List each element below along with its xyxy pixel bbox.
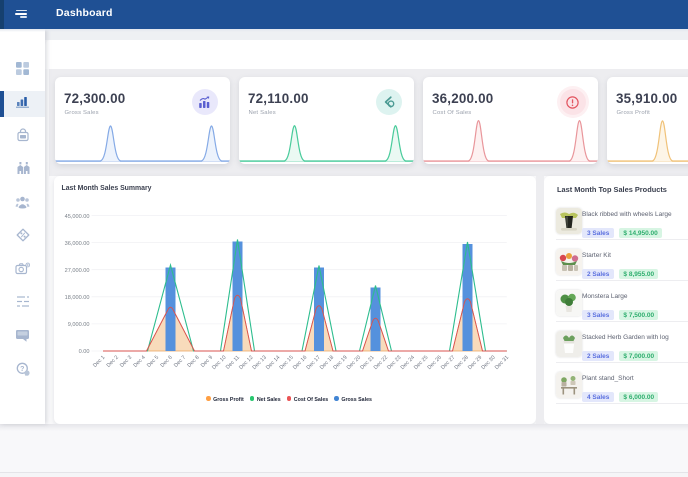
svg-text:Dec 4: Dec 4 xyxy=(133,355,147,369)
svg-text:Dec 3: Dec 3 xyxy=(119,355,133,369)
svg-text:Dec 21: Dec 21 xyxy=(359,355,375,371)
svg-text:Dec 30: Dec 30 xyxy=(480,355,496,371)
svg-text:Dec 20: Dec 20 xyxy=(346,355,362,371)
svg-text:Dec 18: Dec 18 xyxy=(319,355,335,371)
svg-text:0.00: 0.00 xyxy=(79,349,90,355)
svg-text:Dec 1: Dec 1 xyxy=(92,355,106,369)
svg-text:Dec 10: Dec 10 xyxy=(211,355,227,371)
svg-text:?: ? xyxy=(20,365,24,372)
svg-text:Dec 6: Dec 6 xyxy=(160,355,174,369)
svg-text:Dec 13: Dec 13 xyxy=(252,355,268,371)
svg-text:45,000.00: 45,000.00 xyxy=(65,214,90,220)
svg-text:9,000.00: 9,000.00 xyxy=(68,322,90,328)
svg-text:Dec 2: Dec 2 xyxy=(106,355,120,369)
svg-text:Dec 23: Dec 23 xyxy=(386,355,402,371)
svg-text:Dec 16: Dec 16 xyxy=(292,355,308,371)
svg-text:Dec 26: Dec 26 xyxy=(427,355,443,371)
svg-text:18,000.00: 18,000.00 xyxy=(65,295,90,301)
svg-text:Dec 31: Dec 31 xyxy=(494,355,510,371)
svg-text:36,000.00: 36,000.00 xyxy=(65,241,90,247)
svg-text:Dec 15: Dec 15 xyxy=(278,355,294,371)
svg-text:Dec 7: Dec 7 xyxy=(173,355,187,369)
svg-text:Dec 5: Dec 5 xyxy=(146,355,160,369)
svg-text:Dec 8: Dec 8 xyxy=(186,355,200,369)
svg-text:Dec 25: Dec 25 xyxy=(413,355,429,371)
svg-text:Dec 28: Dec 28 xyxy=(453,355,469,371)
svg-text:27,000.00: 27,000.00 xyxy=(65,268,90,274)
